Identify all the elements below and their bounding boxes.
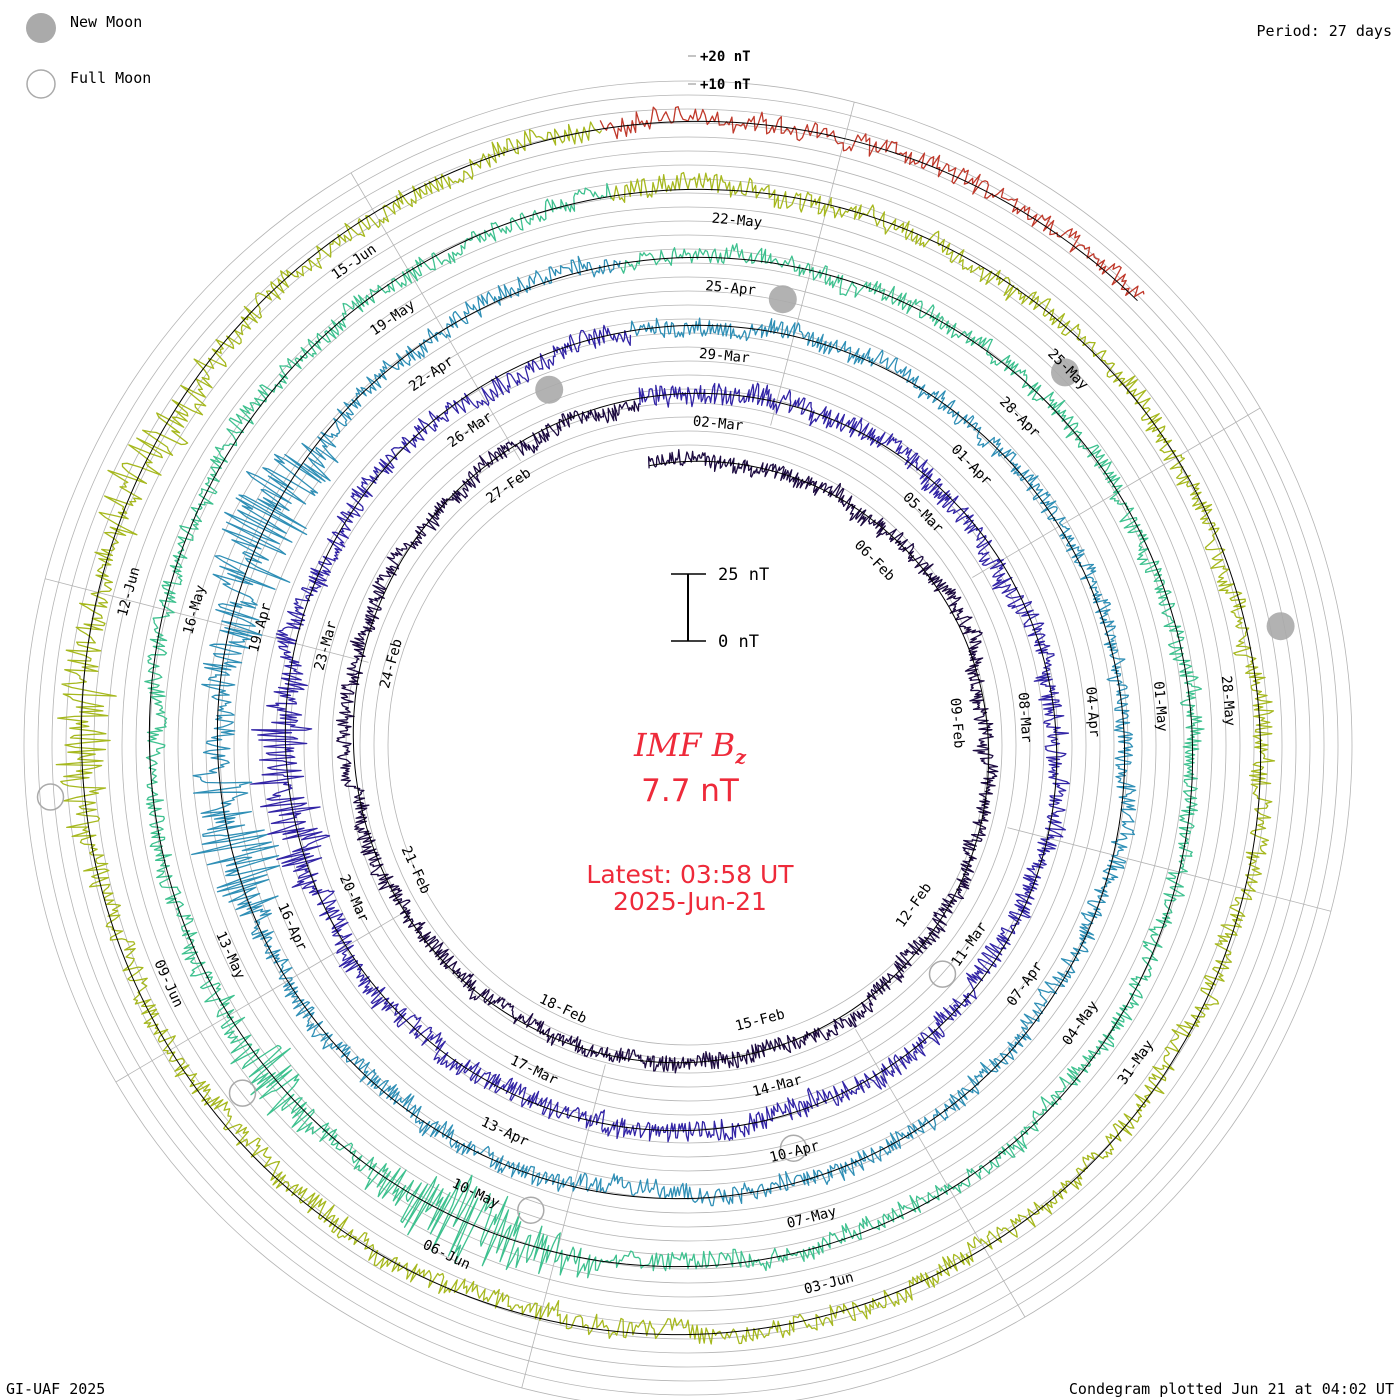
legend-full-moon-label: Full Moon [70, 69, 152, 87]
full-moon-marker [36, 783, 65, 811]
latest-date: 2025-Jun-21 [613, 887, 767, 916]
grid-ring [247, 304, 1129, 1186]
radial-spokes [45, 102, 1331, 1388]
grid-spoke [115, 912, 404, 1083]
series-line-3 [191, 255, 1137, 1207]
date-label: 09-Feb [947, 697, 967, 749]
current-value: 7.7 nT [641, 773, 739, 809]
period-label: Period: 27 days [1256, 22, 1392, 40]
full-moon-icon [26, 69, 56, 99]
grid-ring [359, 416, 1017, 1074]
plotted-timestamp: Condegram plotted Jun 21 at 04:02 UT [1068, 1380, 1394, 1398]
full-moon-marker [517, 1196, 545, 1224]
date-label: 17-Mar [508, 1053, 561, 1089]
full-moon-marker [779, 1134, 808, 1162]
series-line-1 [335, 400, 999, 1074]
date-label: 01-Apr [948, 442, 995, 489]
amplitude-scale: +20 nT +10 nT [688, 49, 751, 93]
grid-ring [205, 262, 1171, 1228]
date-label: 12-Feb [893, 880, 935, 931]
date-label: 04-May [1059, 998, 1101, 1049]
date-label: 15-Jun [329, 241, 380, 283]
date-label: 16-Apr [274, 901, 310, 954]
date-label: 02-Mar [692, 414, 744, 435]
grid-rings [23, 80, 1353, 1400]
date-label: 07-May [785, 1204, 838, 1232]
date-label: 20-Mar [336, 872, 372, 925]
new-moon-icon [26, 13, 56, 43]
grid-ring [23, 80, 1353, 1400]
date-label: 24-Feb [377, 637, 406, 690]
grid-ring [149, 206, 1227, 1284]
date-label: 23-Mar [312, 619, 341, 672]
grid-ring [79, 136, 1297, 1354]
date-label: 26-Mar [445, 409, 496, 451]
date-label: 27-Feb [483, 465, 534, 507]
series-line-5 [55, 121, 1276, 1345]
grid-spoke [972, 407, 1261, 578]
chart-title: IMF Bz [490, 726, 890, 768]
grid-spoke [1007, 827, 1331, 912]
grid-ring [121, 178, 1255, 1312]
new-moon-marker [1051, 358, 1079, 387]
grid-ring [177, 234, 1199, 1256]
grid-spoke [855, 1029, 1026, 1318]
legend-new-moon-label: New Moon [70, 13, 143, 31]
grid-ring [93, 150, 1283, 1340]
date-label: 18-Feb [537, 991, 590, 1027]
date-label: 16-May [180, 583, 209, 636]
grid-ring [303, 360, 1073, 1130]
date-label: 06-Feb [851, 537, 898, 584]
date-label: 29-Mar [698, 346, 750, 367]
grid-ring [135, 192, 1241, 1298]
moon-markers [36, 285, 1295, 1224]
grid-ring [317, 374, 1059, 1116]
chart-title-subscript: z [735, 746, 747, 769]
date-label: 09-Jun [150, 957, 186, 1010]
grid-spoke [521, 1064, 606, 1388]
date-label: 25-Apr [705, 278, 757, 299]
date-label: 28-May [1218, 675, 1238, 727]
date-label: 19-Apr [246, 601, 275, 654]
date-label: 13-May [212, 929, 248, 982]
latest-time: Latest: 03:58 UT [586, 860, 794, 889]
new-moon-marker [768, 285, 797, 314]
new-moon-marker [1266, 612, 1295, 641]
grid-ring [261, 318, 1115, 1172]
date-label: 21-Feb [398, 844, 434, 897]
scale-label-plus20: +20 nT [700, 49, 751, 65]
date-label: 15-Feb [734, 1006, 787, 1034]
new-moon-marker [535, 375, 564, 404]
full-moon-marker [928, 960, 957, 988]
date-label: 07-Apr [1004, 959, 1046, 1010]
grid-spoke [770, 102, 855, 426]
series-line-6 [599, 106, 1145, 298]
grid-ring [51, 108, 1325, 1382]
baseline-spiral [80, 120, 1262, 1336]
grid-ring [191, 248, 1185, 1242]
grid-ring [345, 402, 1031, 1088]
scale-bar: 25 nT 0 nT [671, 565, 769, 652]
credit-label: GI-UAF 2025 [6, 1380, 106, 1398]
series-line-2 [250, 324, 1070, 1143]
date-label: 10-May [449, 1176, 502, 1212]
grid-ring [219, 276, 1157, 1214]
date-label: 22-May [711, 210, 763, 231]
grid-ring [37, 94, 1339, 1396]
chart-title-main: IMF B [633, 726, 736, 764]
date-label: 14-Mar [751, 1072, 804, 1100]
date-label: 31-May [1115, 1037, 1157, 1088]
full-moon-marker [228, 1079, 257, 1107]
scale-label-plus10: +10 nT [700, 77, 751, 93]
scale-bottom-label: 0 nT [718, 632, 759, 652]
scale-top-label: 25 nT [718, 565, 769, 585]
date-label: 04-Apr [1082, 686, 1102, 738]
date-label: 19-May [367, 297, 418, 339]
baseline-spiral-line [80, 120, 1262, 1336]
date-label: 08-Mar [1014, 692, 1034, 744]
grid-ring [387, 444, 989, 1046]
date-label: 01-May [1150, 681, 1170, 733]
